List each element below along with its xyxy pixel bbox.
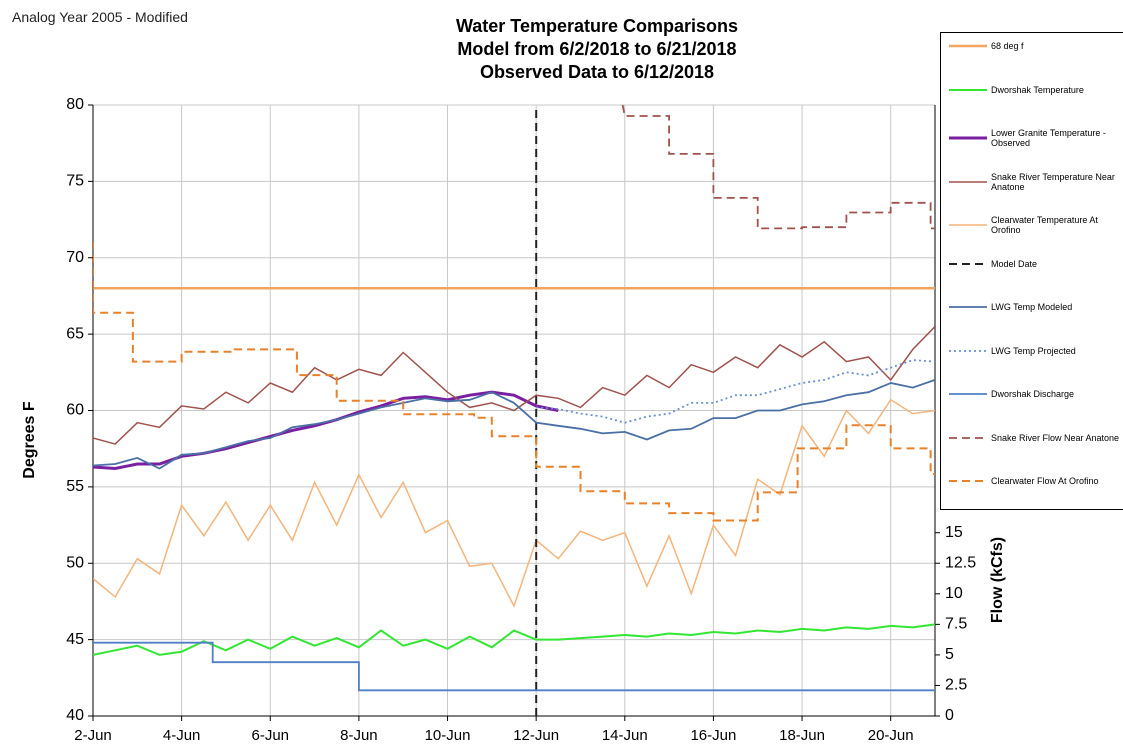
legend-item: Snake River Temperature Near Anatone: [947, 172, 1123, 192]
legend-item: Dworshak Discharge: [947, 389, 1123, 399]
legend-label: LWG Temp Projected: [991, 345, 1076, 356]
chart-title: Water Temperature Comparisons: [456, 16, 738, 36]
y-tick-label: 50: [66, 554, 84, 571]
y-tick-label: 80: [66, 96, 84, 113]
legend-label: Clearwater Flow At Orofino: [991, 476, 1099, 486]
note: Analog Year 2005 - Modified: [12, 9, 188, 25]
legend-item: LWG Temp Modeled: [947, 302, 1123, 312]
series-line: [93, 379, 935, 470]
series-line: [93, 623, 935, 656]
legend-swatch: [949, 88, 987, 91]
series-line: [93, 241, 935, 522]
y2-tick-label: 5: [945, 646, 954, 663]
x-tick-label: 14-Jun: [602, 727, 648, 744]
legend-label: Model Date: [991, 258, 1038, 269]
legend-label: Dworshak Discharge: [991, 389, 1075, 399]
legend-label: 68 deg f: [991, 41, 1024, 51]
series-line: [93, 641, 935, 692]
y2-tick-label: 0: [945, 707, 954, 724]
y2-tick-label: 15: [945, 524, 963, 541]
y-tick-label: 45: [66, 631, 84, 648]
legend-item: Clearwater Flow At Orofino: [947, 476, 1123, 486]
x-tick-label: 10-Jun: [425, 727, 471, 744]
legend-item: Clearwater Temperature At Orofino: [947, 215, 1123, 235]
legend-label: Dworshak Temperature: [991, 84, 1084, 95]
x-tick-label: 6-Jun: [251, 727, 289, 744]
y2-tick-label: 7.5: [945, 616, 967, 633]
legend-swatch: [949, 136, 987, 140]
series-line: [536, 359, 935, 424]
x-tick-label: 20-Jun: [868, 727, 914, 744]
legend-swatch: [949, 480, 987, 482]
x-tick-label: 8-Jun: [340, 727, 378, 744]
y2-tick-label: 2.5: [945, 677, 967, 694]
y2-tick-label: 10: [945, 585, 963, 602]
legend-item: LWG Temp Projected: [947, 346, 1123, 356]
legend-swatch: [949, 306, 987, 308]
x-tick-label: 4-Jun: [163, 727, 201, 744]
x-tick-label: 16-Jun: [690, 727, 736, 744]
series-line: [621, 104, 935, 230]
x-tick-label: 12-Jun: [513, 727, 559, 744]
legend-swatch: [949, 224, 987, 226]
x-tick-label: 2-Jun: [74, 727, 112, 744]
legend-label: LWG Temp Modeled: [991, 302, 1073, 312]
legend-item: Snake River Flow Near Anatone: [947, 433, 1123, 443]
legend-label: Snake River Temperature Near Anatone: [991, 171, 1115, 192]
legend-swatch: [949, 393, 987, 395]
legend-swatch: [949, 349, 987, 352]
legend-item: Model Date: [947, 259, 1123, 269]
y-tick-label: 60: [66, 402, 84, 419]
legend-swatch: [949, 262, 987, 265]
x-tick-label: 18-Jun: [779, 727, 825, 744]
legend-item: Dworshak Temperature: [947, 85, 1123, 95]
y-axis-label: Degrees F: [21, 401, 38, 479]
legend-swatch: [949, 44, 987, 48]
legend-item: Lower Granite Temperature - Observed: [947, 128, 1123, 148]
legend-label: Clearwater Temperature At Orofino: [991, 215, 1098, 235]
chart-title: Observed Data to 6/12/2018: [480, 62, 714, 82]
chart-title: Model from 6/2/2018 to 6/21/2018: [457, 39, 736, 59]
legend-swatch: [949, 436, 987, 439]
series-line: [93, 325, 935, 445]
y-tick-label: 70: [66, 249, 84, 266]
legend: 68 deg f Dworshak Temperature Lower Granit…: [940, 32, 1123, 510]
y-tick-label: 55: [66, 478, 84, 495]
legend-label: Lower Granite Temperature - Observed: [991, 128, 1106, 148]
y2-axis-label: Flow (kCfs): [989, 537, 1006, 623]
legend-swatch: [949, 180, 987, 183]
series-line: [93, 398, 935, 608]
y-tick-label: 75: [66, 173, 84, 190]
y-tick-label: 65: [66, 325, 84, 342]
y-tick-label: 40: [66, 707, 84, 724]
legend-item: 68 deg f: [947, 41, 1123, 51]
legend-label: Snake River Flow Near Anatone: [991, 432, 1120, 443]
y2-tick-label: 12.5: [945, 554, 976, 571]
